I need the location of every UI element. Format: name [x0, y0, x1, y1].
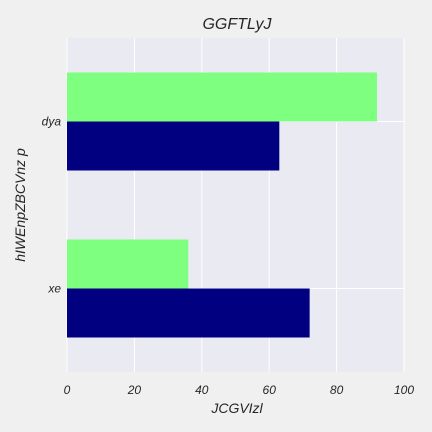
y-tick-label: dya [42, 115, 62, 129]
y-tick-label: xe [47, 282, 61, 296]
x-tick-label: 0 [64, 383, 71, 397]
chart-title: GGFTLyJ [202, 16, 272, 33]
x-axis-label: JCGVIzl [210, 400, 263, 416]
x-tick-label: 60 [263, 383, 277, 397]
x-tick-label: 80 [330, 383, 344, 397]
bars [67, 72, 378, 338]
y-tick-labels: xe dya [42, 115, 62, 296]
bar-dya-series-2 [67, 121, 280, 171]
bar-dya-series-1 [67, 72, 378, 122]
y-axis-label: hIWEnpZBCVnz p [12, 148, 28, 262]
bar-xe-series-2 [67, 288, 310, 338]
x-tick-labels: 0 20 40 60 80 100 [64, 383, 415, 397]
x-tick-label: 40 [195, 383, 209, 397]
x-tick-label: 100 [394, 383, 414, 397]
x-tick-label: 20 [127, 383, 142, 397]
bar-xe-series-1 [67, 239, 189, 289]
